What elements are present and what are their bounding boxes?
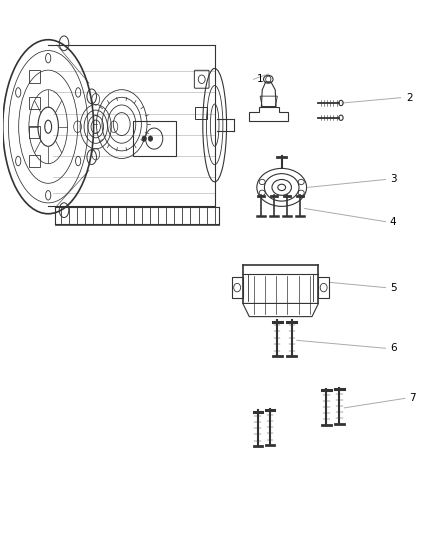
Text: 6: 6 xyxy=(390,343,396,353)
Text: 3: 3 xyxy=(390,174,396,184)
Text: 1: 1 xyxy=(257,74,263,84)
Text: 7: 7 xyxy=(409,393,416,403)
Text: 2: 2 xyxy=(406,93,413,103)
Text: 4: 4 xyxy=(390,217,396,227)
Circle shape xyxy=(142,136,146,141)
Circle shape xyxy=(148,136,152,141)
Text: 5: 5 xyxy=(390,282,396,293)
